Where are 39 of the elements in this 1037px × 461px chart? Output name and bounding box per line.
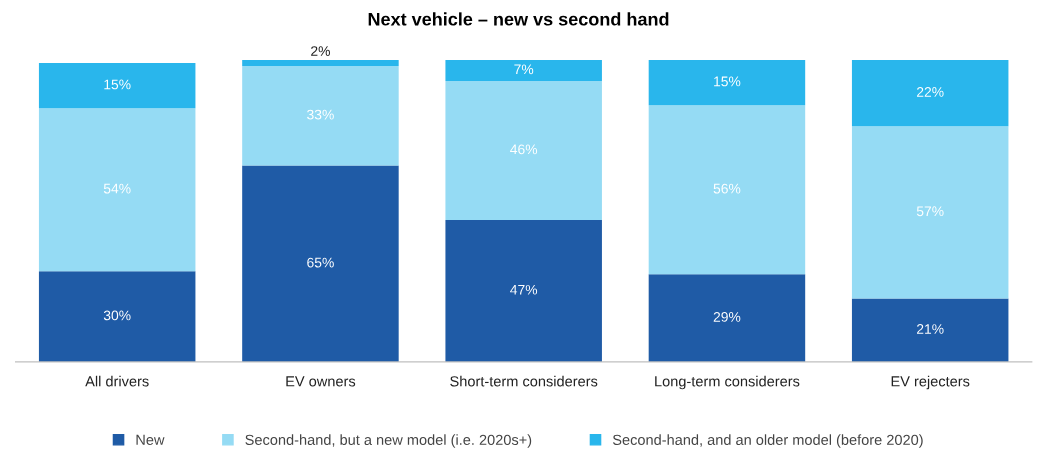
bar [242,165,399,362]
legend-label: New [136,434,165,445]
data-label: 57% [916,206,944,217]
data-label: 7% [514,64,534,75]
x-tick-label: EV owners [286,376,356,387]
data-label: 33% [307,109,334,120]
bar [851,126,1009,299]
data-label: 15% [104,79,131,90]
bar [851,59,1009,127]
bar [445,219,602,362]
data-label: 22% [916,87,944,97]
data-label: 65% [307,257,334,268]
data-label: 29% [713,311,741,322]
x-tick-label: EV rejecters [891,375,970,390]
x-tick-label: All drivers [85,375,149,387]
legend-label: Second-hand, but a new model (i.e. 2020s+) [245,434,532,448]
x-tick-label: Long-term considerers [655,375,800,390]
x-tick-label: Short-term considerers [450,375,598,387]
bar [242,59,399,66]
bar [445,59,602,82]
bar [648,274,806,362]
data-label: 54% [103,183,131,194]
data-label: 30% [103,310,131,321]
chart-title: Next vehicle – new vs second hand [368,12,669,26]
data-label: 15% [714,76,741,87]
data-label: 21% [916,324,944,334]
bar [851,298,1009,362]
data-label: 46% [510,144,538,155]
bar [242,65,399,166]
data-label: 56% [713,183,741,194]
legend-label: Second-hand, and an older model (before 2020) [612,434,923,448]
bar [648,105,806,275]
bar [38,62,196,109]
bar [648,59,806,106]
bar [38,108,196,272]
data-label: 47% [510,284,538,295]
bar [38,271,196,362]
bar [445,81,602,220]
data-label: 2% [311,46,330,56]
